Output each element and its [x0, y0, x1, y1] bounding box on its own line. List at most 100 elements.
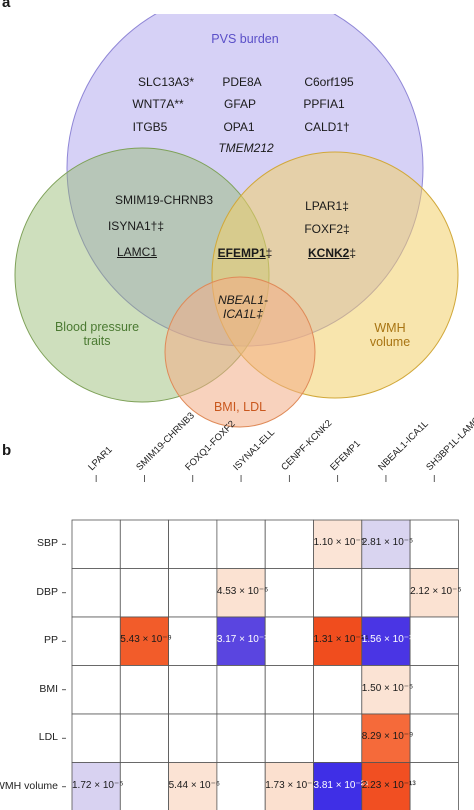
heatmap-cell-3-0	[71, 665, 121, 715]
blood-pressure-label: Blood pressure traits	[55, 320, 139, 348]
heatmap-cell-0-2	[168, 519, 218, 569]
heatmap-cell-5-0	[71, 762, 121, 810]
heatmap-cell-4-2	[168, 713, 218, 763]
heatmap-cell-5-2	[168, 762, 218, 810]
heatmap-cell-2-0	[71, 616, 121, 666]
heatmap-cell-2-4	[264, 616, 314, 666]
heatmap-cell-4-6	[361, 713, 411, 763]
cell-value: 1.31 × 10⁻¹⁴	[313, 634, 369, 646]
gene-foxf2: FOXF2‡	[304, 222, 350, 236]
wmh-volume-label: WMH volume	[370, 321, 410, 349]
gene-itgb5: ITGB5	[132, 120, 168, 134]
gene-lpar1: LPAR1‡	[305, 199, 349, 213]
blood-pressure-label-line2: traits	[83, 334, 111, 348]
heatmap-cell-1-2	[168, 568, 218, 618]
gene-kcnk2-name: KCNK2	[307, 246, 350, 260]
heatmap-cell-5-7	[409, 762, 459, 810]
heatmap-cell-5-5	[313, 762, 363, 810]
heatmap-cell-2-7	[409, 616, 459, 666]
wmh-volume-label-line1: WMH	[374, 321, 406, 335]
cell-value: 1.73 × 10⁻⁶	[265, 779, 317, 791]
cell-value: 3.81 × 10⁻²⁴	[313, 779, 369, 791]
gene-kcnk2: KCNK2‡	[308, 246, 356, 260]
gene-cald1: CALD1†	[304, 120, 350, 134]
panel-b-letter: b	[2, 442, 12, 459]
gene-ppfia1: PPFIA1	[303, 97, 345, 111]
heatmap-cell-3-1	[119, 665, 170, 715]
gene-isyna1: ISYNA1†‡	[107, 219, 165, 233]
heatmap-cell-0-3	[216, 519, 266, 569]
heatmap-cell-5-1	[119, 762, 170, 810]
gene-nbeal1-line2: ICA1L‡	[222, 307, 264, 321]
cell-value: 2.12 × 10⁻⁵	[410, 585, 462, 597]
bmi-ldl-label: BMI, LDL	[213, 400, 267, 414]
blood-pressure-label-line1: Blood pressure	[54, 320, 140, 334]
cell-value: 2.23 × 10⁻¹³	[361, 779, 416, 791]
heatmap-cell-1-7	[409, 568, 459, 618]
heatmap-cell-2-2	[168, 616, 218, 666]
heatmap-cell-4-5	[313, 713, 363, 763]
heatmap-cell-4-7	[409, 713, 459, 763]
gene-nbeal1-line1: NBEAL1-	[217, 293, 269, 307]
heatmap-cell-3-4	[264, 665, 314, 715]
heatmap-cell-0-6	[361, 519, 411, 569]
heatmap-cell-1-6	[361, 568, 411, 618]
heatmap-cell-0-5	[313, 519, 363, 569]
heatmap: LPAR1 SMIM19-CHRNB3 FOXQ1-FOXF2 ISYNA1-ELL C…	[0, 410, 474, 810]
gene-nbeal1-ica1l: NBEAL1- ICA1L‡	[218, 293, 268, 321]
heatmap-cell-1-1	[119, 568, 170, 618]
heatmap-cell-4-1	[119, 713, 170, 763]
heatmap-cell-5-6	[361, 762, 411, 810]
cell-value: 1.10 × 10⁻⁵	[313, 537, 365, 549]
gene-efemp1-name: EFEMP1	[217, 246, 266, 260]
cell-value: 1.50 × 10⁻⁵	[361, 682, 414, 694]
heatmap-cell-1-0	[71, 568, 121, 618]
gene-gfap: GFAP	[223, 97, 257, 111]
heatmap-cell-0-4	[264, 519, 314, 569]
row-label: DBP	[36, 585, 58, 598]
cell-value: 5.43 × 10⁻⁹	[120, 634, 172, 646]
heatmap-cell-3-2	[168, 665, 218, 715]
gene-tmem212: TMEM212	[218, 141, 274, 155]
gene-c6orf195: C6orf195	[304, 75, 354, 89]
heatmap-cell-4-0	[71, 713, 121, 763]
wmh-volume-label-line2: volume	[369, 335, 411, 349]
heatmap-cell-1-4	[264, 568, 314, 618]
gene-opa1: OPA1	[223, 120, 255, 134]
cell-value: 8.29 × 10⁻⁹	[361, 731, 414, 743]
row-label: PP	[43, 634, 58, 647]
cell-value: 1.72 × 10⁻⁵	[72, 779, 124, 791]
heatmap-cell-5-3	[216, 762, 266, 810]
cell-value: 1.56 × 10⁻¹⁵	[361, 634, 417, 646]
heatmap-cell-0-7	[409, 519, 459, 569]
gene-kcnk2-mark: ‡	[349, 246, 357, 260]
gene-pde8a: PDE8A	[222, 75, 262, 89]
heatmap-cell-1-5	[313, 568, 363, 618]
gene-wnt7a: WNT7A**	[132, 97, 184, 111]
heatmap-cell-3-5	[313, 665, 363, 715]
cell-value: 3.17 × 10⁻¹²	[216, 634, 271, 646]
heatmap-cell-5-4	[264, 762, 314, 810]
gene-smim19-chrnb3: SMIM19-CHRNB3	[114, 193, 214, 207]
heatmap-grid	[62, 475, 459, 810]
cell-value: 5.44 × 10⁻⁶	[168, 779, 220, 791]
cell-value: 2.81 × 10⁻⁵	[361, 537, 414, 549]
gene-lamc1: LAMC1	[116, 245, 158, 259]
heatmap-cell-4-4	[264, 713, 314, 763]
row-label: BMI	[39, 682, 58, 695]
heatmap-cell-4-3	[216, 713, 266, 763]
heatmap-cell-3-3	[216, 665, 266, 715]
row-label: SBP	[36, 537, 58, 550]
gene-slc13a3: SLC13A3*	[137, 75, 195, 89]
heatmap-cell-3-7	[409, 665, 459, 715]
heatmap-cell-0-1	[119, 519, 170, 569]
gene-efemp1-mark: ‡	[265, 246, 273, 260]
heatmap-cell-3-6	[361, 665, 411, 715]
panel-a-letter: a	[2, 0, 11, 11]
heatmap-cell-1-3	[216, 568, 266, 618]
bmi-ldl-circle	[164, 276, 316, 428]
venn-diagram	[14, 14, 459, 428]
cell-value: 4.53 × 10⁻⁶	[216, 585, 269, 597]
pvs-burden-label: PVS burden	[211, 32, 279, 46]
row-label: WMH volume	[0, 779, 58, 792]
